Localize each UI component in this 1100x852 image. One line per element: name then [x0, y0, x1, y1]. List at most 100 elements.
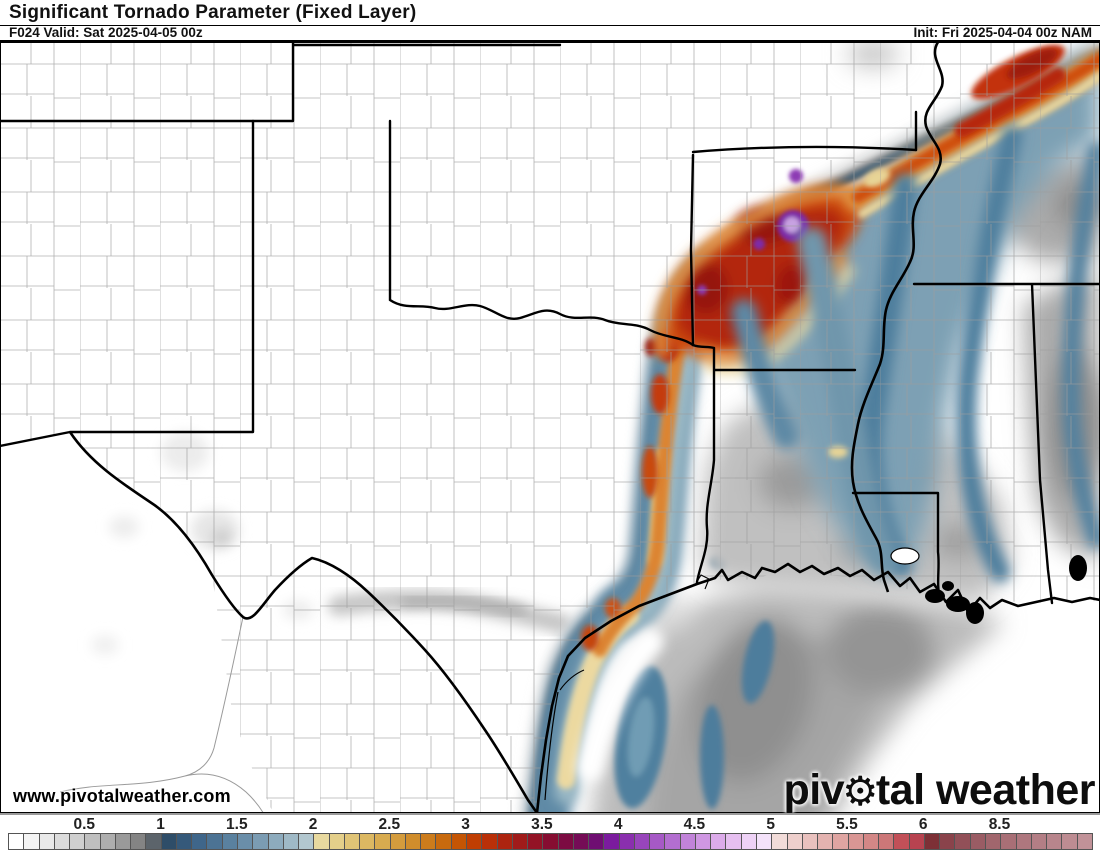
colorbar-cell [115, 834, 132, 849]
pivotal-weather-logo: piv⚙tal weather [783, 766, 1095, 815]
colorbar-cell [329, 834, 345, 849]
colorbar-cell [818, 834, 834, 849]
colorbar-tick-label: 2 [308, 816, 318, 833]
colorbar-cell [176, 834, 193, 849]
colorbar-cell [466, 834, 483, 849]
colorbar-area: 0.5 1 1.5 2 2.5 3 3.5 4 4.5 5 5.5 6 8.5 [0, 813, 1100, 852]
colorbar-cell [253, 834, 269, 849]
colorbar-cell [879, 834, 895, 849]
colorbar-cell [589, 834, 605, 849]
colorbar-cell [161, 834, 177, 849]
colorbar-cell [237, 834, 254, 849]
colorbar-cell [924, 834, 941, 849]
colorbar-cell [848, 834, 864, 849]
colorbar-tick-label: 6 [918, 816, 928, 833]
colorbar-cell [726, 834, 742, 849]
colorbar-cell [741, 834, 758, 849]
colorbar-cell [558, 834, 574, 849]
colorbar-cell [451, 834, 467, 849]
colorbar-ticks: 0.5 1 1.5 2 2.5 3 3.5 4 4.5 5 5.5 6 8.5 [0, 816, 1100, 833]
colorbar-cell [192, 834, 208, 849]
colorbar-cell [833, 834, 849, 849]
colorbar-tick-label: 8.5 [988, 816, 1011, 833]
colorbar-cell [543, 834, 559, 849]
colorbar-cell [650, 834, 666, 849]
colorbar-cell [909, 834, 925, 849]
colorbar-cell [207, 834, 223, 849]
colorbar-cell [100, 834, 116, 849]
colorbar-tick-label: 4.5 [683, 816, 706, 833]
colorbar-tick-label: 1.5 [226, 816, 248, 833]
colorbar-cell [314, 834, 330, 849]
colorbar-cell [573, 834, 590, 849]
logo-text-post: tal weather [875, 766, 1096, 814]
colorbar-cell [268, 834, 284, 849]
logo-text-pre: piv [783, 766, 845, 814]
colorbar-cell [802, 834, 819, 849]
colorbar-tick-label: 2.5 [378, 816, 401, 833]
colorbar-cell [54, 834, 71, 849]
colorbar-cell [70, 834, 86, 849]
colorbar-cell [1031, 834, 1048, 849]
model-init-label: Init: Fri 2025-04-04 00z NAM [913, 25, 1092, 40]
colorbar-cell [85, 834, 101, 849]
colorbar-tick-label: 5.5 [836, 816, 858, 833]
colorbar-cell [1016, 834, 1032, 849]
colorbar-cell [680, 834, 696, 849]
header-bar: Significant Tornado Parameter (Fixed Lay… [0, 0, 1100, 26]
white-gap [577, 629, 663, 781]
colorbar-cell [283, 834, 300, 849]
colorbar-tick-label: 0.5 [73, 816, 96, 833]
colorbar-cell [787, 834, 803, 849]
weather-map [0, 42, 1100, 813]
colorbar-cell [604, 834, 620, 849]
coastline [535, 547, 1100, 813]
colorbar-cell [360, 834, 376, 849]
colorbar-cell [497, 834, 513, 849]
colorbar-cell [940, 834, 956, 849]
colorbar-tick-label: 4 [613, 816, 623, 833]
colorbar-cell [436, 834, 452, 849]
colorbar-tick-label: 1 [156, 816, 165, 833]
colorbar-cell [1047, 834, 1063, 849]
colorbar-cell [757, 834, 773, 849]
colorbar-cell [955, 834, 971, 849]
mexico-state-lines [59, 616, 264, 813]
gear-icon: ⚙ [842, 768, 878, 814]
colorbar-cell [344, 834, 361, 849]
colorbar-cell [863, 834, 880, 849]
mississippi-river [850, 42, 944, 593]
colorbar-cell [894, 834, 910, 849]
colorbar-cell [375, 834, 391, 849]
colorbar-cell [9, 834, 25, 849]
colorbar-cell [24, 834, 40, 849]
colorbar-cell [222, 834, 238, 849]
colorbar-cell [772, 834, 788, 849]
rio-grande-border [68, 431, 539, 813]
colorbar-tick-label: 3.5 [531, 816, 553, 833]
colorbar-cell [1062, 834, 1078, 849]
colorbar-cell [619, 834, 635, 849]
map-viewport[interactable] [0, 42, 1100, 813]
colorbar-cell [970, 834, 986, 849]
colorbar-cell [986, 834, 1002, 849]
colorbar-tick-label: 3 [461, 816, 470, 833]
colorbar-cell [421, 834, 437, 849]
state-borders [0, 42, 1100, 605]
colorbar-cell [711, 834, 727, 849]
colorbar-cell [695, 834, 712, 849]
gulf-blue-patches [614, 537, 808, 809]
colorbar-tick-label: 5 [766, 816, 775, 833]
website-watermark: www.pivotalweather.com [13, 786, 231, 806]
meta-bar: F024 Valid: Sat 2025-04-05 00z Init: Fri… [0, 26, 1100, 42]
colorbar-cell [512, 834, 529, 849]
colorbar-cell [39, 834, 55, 849]
colorbar-cell [1001, 834, 1017, 849]
colorbar-cell [146, 834, 162, 849]
colorbar-cell [528, 834, 544, 849]
colorbar-cell [390, 834, 406, 849]
colorbar-cell [1077, 834, 1092, 849]
colorbar-cell [665, 834, 681, 849]
colorbar [8, 833, 1093, 850]
colorbar-cell [299, 834, 315, 849]
